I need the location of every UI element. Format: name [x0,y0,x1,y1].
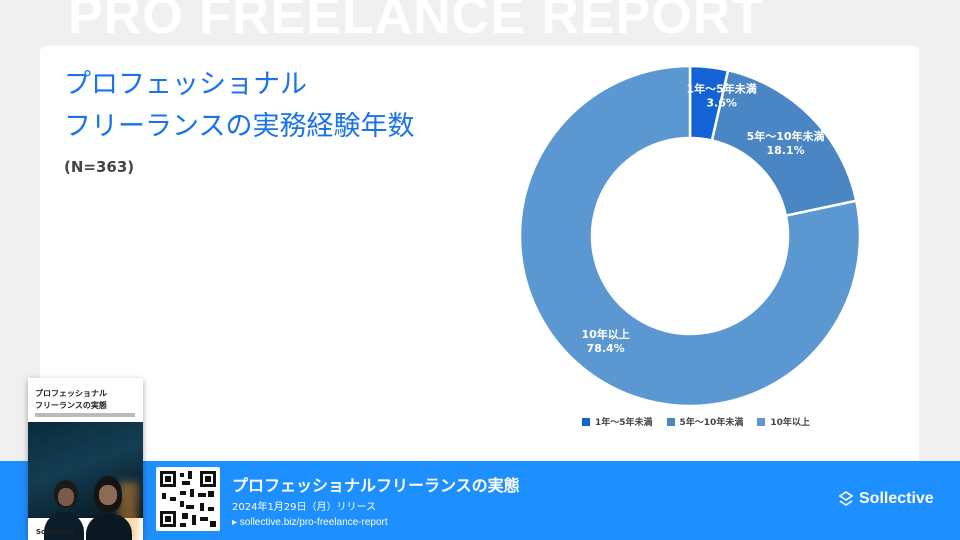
slice-category-label: 5年〜10年未満 [747,129,825,143]
report-cover-photo [28,422,143,540]
footer-link[interactable]: ▸ sollective.biz/pro-freelance-report [232,517,388,528]
donut-slice-3 [518,64,862,408]
person-body-1 [44,512,84,540]
legend-swatch [666,417,675,426]
legend-label: 1年〜5年未満 [595,418,653,428]
title-line-1: プロフェッショナル [64,69,307,100]
brand-logo: Sollective [838,490,934,508]
report-cover-subtitle-bar [35,413,135,417]
background-title: PRO FREELANCE REPORT [68,0,765,45]
brand-name: Sollective [859,490,934,507]
report-cover-title-line-1: プロフェッショナル [35,389,107,398]
legend-label: 10年以上 [770,418,810,428]
legend-swatch [582,417,590,426]
footer-date: 2024年1月29日（月）リリース [232,502,377,513]
report-cover-title-line-2: フリーランスの実態 [35,401,107,410]
legend-item: 10年以上 [757,415,810,428]
chart-legend: 1年〜5年未満 5年〜10年未満 10年以上 [582,415,810,428]
footer-title: プロフェッショナルフリーランスの実態 [232,476,520,495]
legend-swatch [757,417,766,426]
legend-item: 5年〜10年未満 [666,415,744,428]
person-face-1 [58,488,74,506]
slice-value-label: 78.4% [587,342,625,355]
report-cover-brand: Sollective [36,528,75,536]
legend-item: 1年〜5年未満 [582,415,653,428]
slice-value-label: 18.1% [766,144,804,157]
slice-category-label: 10年以上 [581,327,629,341]
qr-code-icon [160,471,216,527]
slice-category-label: 1年〜5年未満 [686,81,756,95]
person-body-2 [86,514,132,540]
legend-label: 5年〜10年未満 [679,418,744,428]
sample-size: (N=363) [64,158,135,176]
sollective-logo-icon [838,491,854,506]
title-line-2: フリーランスの実務経験年数 [64,111,415,142]
page-title: プロフェッショナル フリーランスの実務経験年数 [64,64,414,148]
slice-value-label: 3.6% [706,96,737,109]
person-face-2 [99,485,117,505]
qr-code[interactable] [156,467,220,531]
report-cover-title: プロフェッショナル フリーランスの実態 [35,388,107,412]
report-cover[interactable]: プロフェッショナル フリーランスの実態 Sollective [28,378,143,540]
